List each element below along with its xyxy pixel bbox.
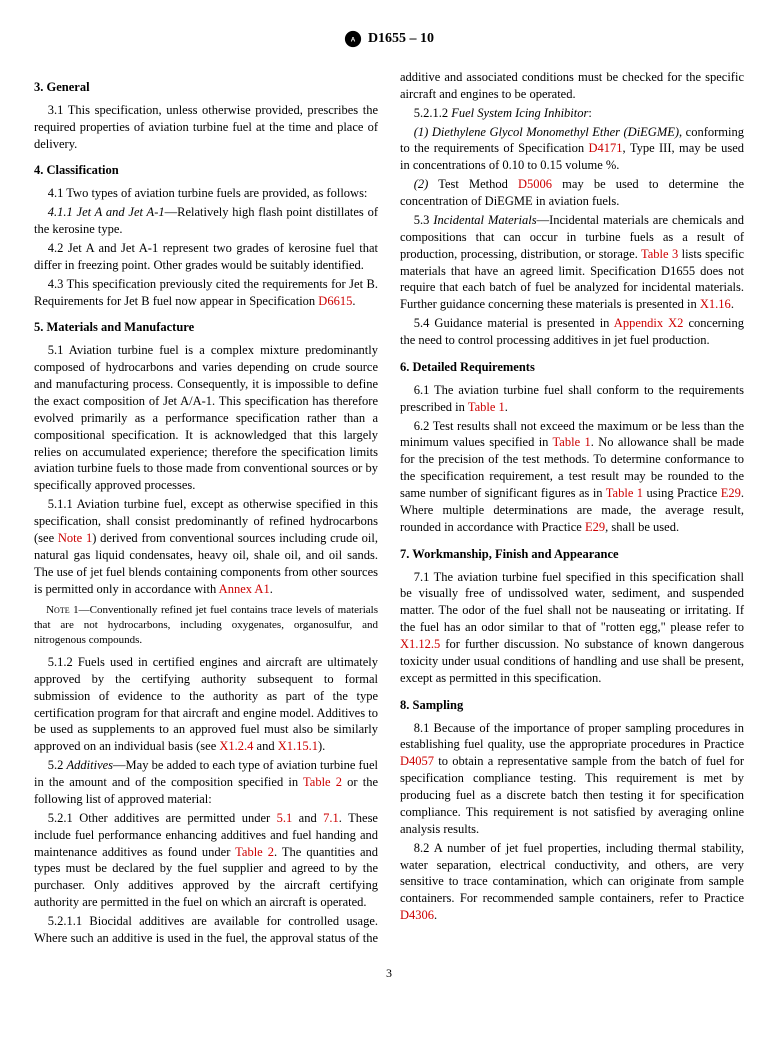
link-table2-b[interactable]: Table 2 — [235, 845, 274, 859]
para-4-1-1-label: 4.1.1 Jet A and Jet A-1 — [48, 205, 165, 219]
section-6-heading: 6. Detailed Requirements — [400, 359, 744, 376]
para-4-2: 4.2 Jet A and Jet A-1 represent two grad… — [34, 240, 378, 274]
link-table2-a[interactable]: Table 2 — [303, 775, 342, 789]
link-x1125[interactable]: X1.12.5 — [400, 637, 440, 651]
item-2-label: (2) — [414, 177, 429, 191]
para-5-2-label: Additives — [67, 758, 114, 772]
section-8-heading: 8. Sampling — [400, 697, 744, 714]
link-table3[interactable]: Table 3 — [641, 247, 678, 261]
link-d5006[interactable]: D5006 — [518, 177, 552, 191]
link-x116[interactable]: X1.16 — [700, 297, 731, 311]
link-5-1[interactable]: 5.1 — [277, 811, 293, 825]
note-1-label: Note 1— — [46, 604, 90, 616]
para-5-2-1-2: 5.2.1.2 Fuel System Icing Inhibitor: — [400, 105, 744, 122]
link-7-1[interactable]: 7.1 — [323, 811, 339, 825]
para-4-1: 4.1 Two types of aviation turbine fuels … — [34, 185, 378, 202]
link-note1[interactable]: Note 1 — [58, 531, 92, 545]
para-5-1-1: 5.1.1 Aviation turbine fuel, except as o… — [34, 496, 378, 597]
note-1: Note 1—Conventionally refined jet fuel c… — [34, 603, 378, 648]
para-6-1: 6.1 The aviation turbine fuel shall conf… — [400, 382, 744, 416]
para-4-1-1: 4.1.1 Jet A and Jet A-1—Relatively high … — [34, 204, 378, 238]
para-5-2-1: 5.2.1 Other additives are permitted unde… — [34, 810, 378, 911]
link-d4171[interactable]: D4171 — [589, 141, 623, 155]
link-annex-a1[interactable]: Annex A1 — [219, 582, 270, 596]
link-appendix-x2[interactable]: Appendix X2 — [614, 316, 684, 330]
link-d6615[interactable]: D6615 — [318, 294, 352, 308]
para-5-3: 5.3 Incidental Materials—Incidental mate… — [400, 212, 744, 313]
section-5-heading: 5. Materials and Manufacture — [34, 319, 378, 336]
para-5-2-1-2-label: Fuel System Icing Inhibitor — [451, 106, 588, 120]
diegme-label: (1) Diethylene Glycol Monomethyl Ether (… — [414, 125, 679, 139]
link-x1151[interactable]: X1.15.1 — [278, 739, 318, 753]
body-columns: 3. General 3.1 This specification, unles… — [34, 69, 744, 947]
para-8-2: 8.2 A number of jet fuel properties, inc… — [400, 840, 744, 924]
document-id: D1655 – 10 — [368, 30, 434, 49]
section-4-heading: 4. Classification — [34, 162, 378, 179]
link-d4057[interactable]: D4057 — [400, 754, 434, 768]
para-5-3-label: Incidental Materials — [433, 213, 536, 227]
section-7-heading: 7. Workmanship, Finish and Appearance — [400, 546, 744, 563]
para-5-2-1-2-1: (1) Diethylene Glycol Monomethyl Ether (… — [400, 124, 744, 175]
para-8-1: 8.1 Because of the importance of proper … — [400, 720, 744, 838]
para-4-3: 4.3 This specification previously cited … — [34, 276, 378, 310]
para-5-1: 5.1 Aviation turbine fuel is a complex m… — [34, 342, 378, 494]
page-number: 3 — [34, 965, 744, 981]
link-e29-a[interactable]: E29 — [721, 486, 741, 500]
para-6-2: 6.2 Test results shall not exceed the ma… — [400, 418, 744, 536]
link-x124[interactable]: X1.2.4 — [219, 739, 253, 753]
link-table1-c[interactable]: Table 1 — [606, 486, 643, 500]
para-7-1: 7.1 The aviation turbine fuel specified … — [400, 569, 744, 687]
document-header: A D1655 – 10 — [34, 30, 744, 49]
link-d4306[interactable]: D4306 — [400, 908, 434, 922]
para-3-1: 3.1 This specification, unless otherwise… — [34, 102, 378, 153]
link-table1-b[interactable]: Table 1 — [553, 435, 591, 449]
link-table1-a[interactable]: Table 1 — [468, 400, 505, 414]
link-e29-b[interactable]: E29 — [585, 520, 605, 534]
svg-text:A: A — [351, 37, 356, 44]
para-5-4: 5.4 Guidance material is presented in Ap… — [400, 315, 744, 349]
para-5-2: 5.2 Additives—May be added to each type … — [34, 757, 378, 808]
astm-logo-icon: A — [344, 30, 362, 48]
para-5-2-1-2-2: (2) Test Method D5006 may be used to det… — [400, 176, 744, 210]
section-3-heading: 3. General — [34, 79, 378, 96]
para-5-1-2: 5.1.2 Fuels used in certified engines an… — [34, 654, 378, 755]
